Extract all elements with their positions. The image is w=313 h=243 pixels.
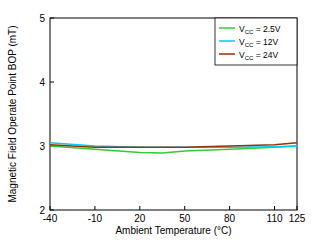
x-tick: [94, 206, 95, 210]
y-tick: [50, 18, 54, 19]
y-tick: [50, 210, 54, 211]
y-tick-label: 5: [39, 13, 45, 24]
legend-swatch: [219, 40, 235, 42]
x-tick-label: 110: [267, 213, 283, 224]
x-tick: [274, 206, 275, 210]
x-tick: [297, 206, 298, 210]
legend-label: VCC = 2.5V: [239, 24, 281, 35]
x-tick-label: 20: [134, 213, 146, 224]
legend-label: VCC = 24V: [239, 50, 278, 61]
x-tick: [184, 206, 185, 210]
plot-frame: [50, 18, 297, 210]
legend-box: [215, 18, 297, 65]
x-tick: [139, 206, 140, 210]
x-tick: [229, 206, 230, 210]
x-tick-label: 50: [179, 213, 191, 224]
y-tick-label: 3: [39, 141, 45, 152]
series-line: [50, 143, 297, 147]
y-tick: [50, 82, 54, 83]
legend-swatch: [219, 27, 235, 29]
chart: 2345-40-10205080110125Ambient Temperatur…: [0, 0, 313, 243]
x-tick-label: -10: [88, 213, 103, 224]
legend-label: VCC = 12V: [239, 37, 278, 48]
y-tick-label: 4: [39, 77, 45, 88]
x-axis-label: Ambient Temperature (°C): [115, 225, 231, 236]
x-tick-label: -40: [43, 213, 58, 224]
series-line: [50, 143, 297, 147]
x-tick: [50, 206, 51, 210]
x-tick-label: 125: [289, 213, 306, 224]
y-axis-label: Magnetic Field Operate Point BOP (mT): [7, 25, 18, 202]
legend-swatch: [219, 53, 235, 55]
x-tick-label: 80: [224, 213, 236, 224]
plot-lines: [50, 143, 297, 153]
